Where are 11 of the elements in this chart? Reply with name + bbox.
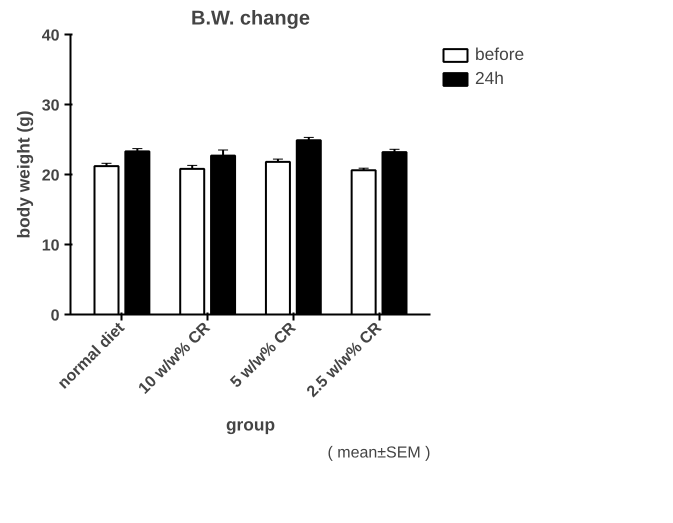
y-tick-label: 0 (50, 308, 60, 324)
y-tick-label: 30 (42, 98, 60, 114)
x-axis-title: group (226, 414, 276, 435)
y-tick-label: 20 (42, 168, 60, 184)
y-tick-label: 40 (42, 28, 60, 44)
legend-label: before (475, 44, 524, 65)
y-axis-title: body weight (g) (14, 110, 34, 239)
chart-title: B.W. change (191, 8, 310, 30)
legend-label: 24h (475, 68, 504, 89)
y-tick-label: 10 (42, 238, 60, 254)
text: ( mean±SEM ) (327, 444, 431, 462)
